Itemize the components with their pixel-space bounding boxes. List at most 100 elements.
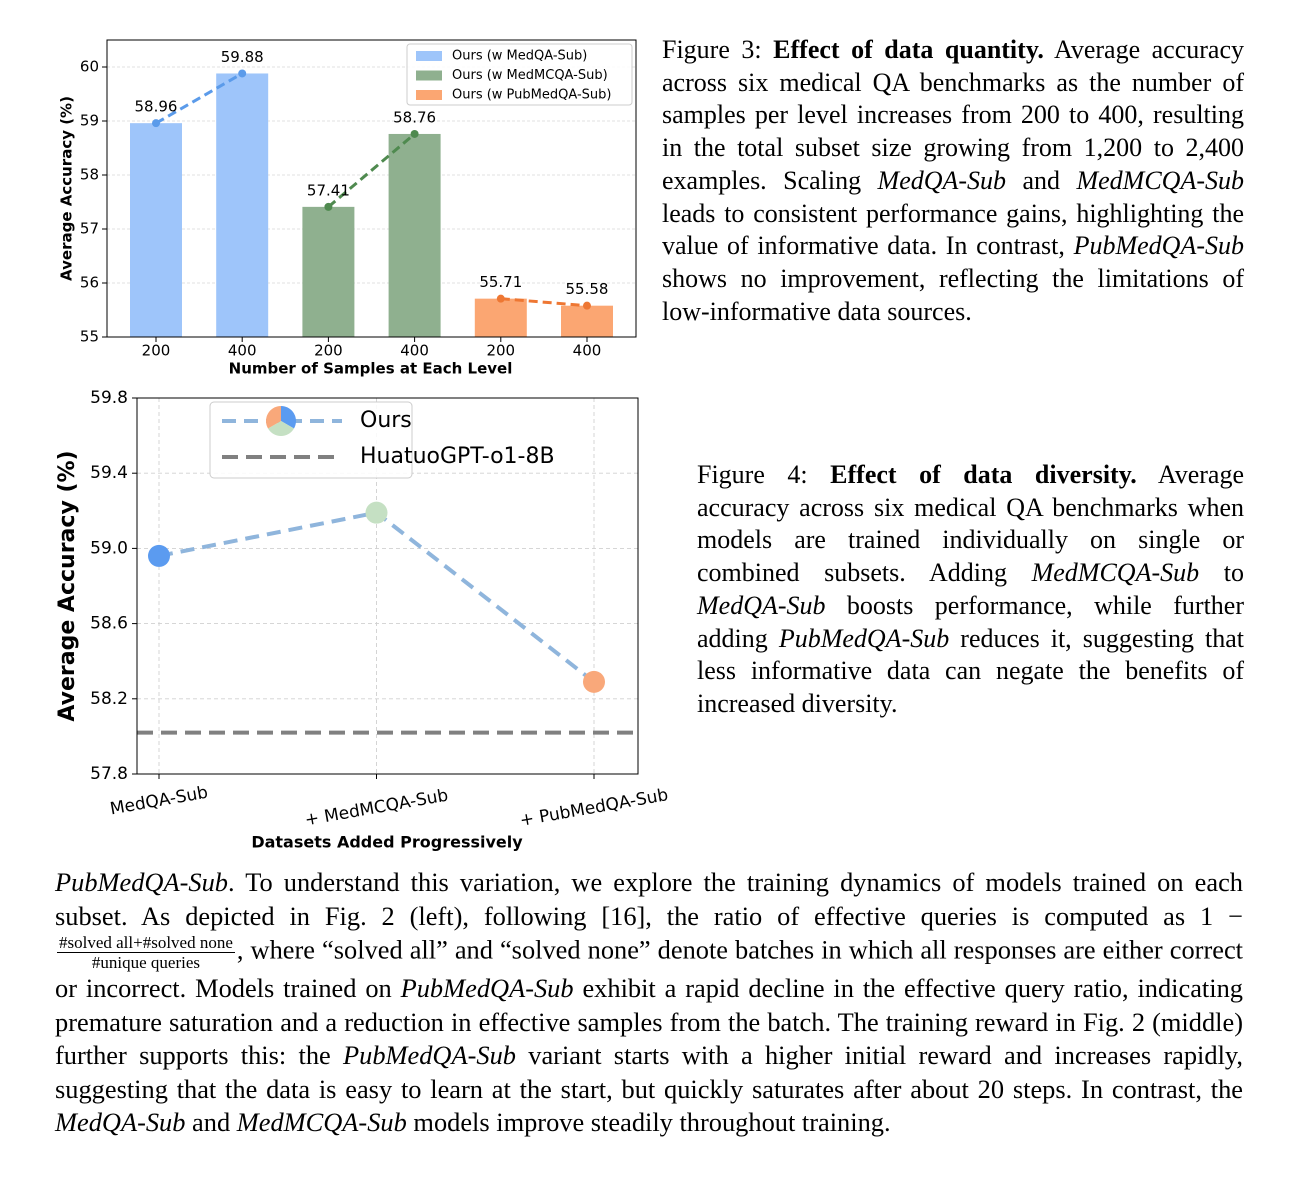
x-tick-label: 200: [314, 342, 343, 360]
legend-label: HuatuoGPT-o1-8B: [360, 444, 555, 469]
bar: [130, 123, 182, 337]
value-label: 58.76: [393, 108, 436, 126]
text-run: Figure 3:: [662, 35, 774, 64]
figure-4-caption: Figure 4: Effect of data diversity. Aver…: [697, 459, 1244, 721]
text-run: PubMedQA-Sub: [400, 973, 574, 1003]
point: [148, 544, 170, 567]
text-run: MedQA-Sub: [55, 1107, 186, 1137]
fraction: #solved all+#solved none #unique queries: [57, 933, 235, 972]
y-tick-label: 59.8: [90, 388, 128, 408]
text-run: models improve steadily throughout train…: [406, 1107, 891, 1137]
text-run: MedMCQA-Sub: [1076, 165, 1244, 195]
legend-marker: [265, 406, 281, 429]
value-label: 59.88: [221, 48, 264, 66]
legend-label: Ours (w PubMedQA-Sub): [452, 88, 611, 103]
point: [583, 670, 605, 693]
x-tick-label: MedQA-Sub: [108, 783, 209, 820]
y-axis-label: Average Accuracy (%): [55, 450, 80, 721]
bar: [474, 298, 527, 337]
value-label: 58.96: [135, 98, 178, 116]
legend-box: [406, 43, 633, 106]
trend-point: [238, 69, 247, 78]
x-tick-label: 400: [400, 342, 429, 360]
text-run: to: [1199, 558, 1244, 588]
text-run: PubMedQA-Sub: [1073, 231, 1244, 261]
text-run: Effect of data diversity.: [830, 460, 1137, 489]
y-tick-label: 59.0: [90, 538, 128, 558]
legend-swatch: [416, 51, 442, 61]
y-tick-label: 57: [80, 220, 99, 238]
trend-line: [327, 132, 416, 209]
legend-marker: [281, 406, 297, 429]
text-run: PubMedQA-Sub: [778, 623, 950, 653]
legend: Ours HuatuoGPT-o1-8B: [209, 401, 555, 479]
point: [365, 501, 388, 524]
trend-point: [496, 294, 505, 303]
legend-label: Ours (w MedMCQA-Sub): [452, 68, 608, 83]
fraction-den: #unique queries: [91, 953, 200, 972]
x-tick-label: 400: [573, 342, 602, 360]
y-tick-label: 55: [80, 328, 99, 346]
figures: 55 56 57 58 59 60 200 400 200 400 200 400 58.96 59.88…: [55, 39, 670, 852]
text-run: MedQA-Sub: [697, 590, 826, 620]
y-tick-label: 57.8: [90, 764, 128, 784]
text-run: PubMedQA-Sub: [343, 1040, 516, 1070]
y-tick-label: 59: [80, 112, 99, 130]
legend-swatch: [416, 90, 442, 100]
x-tick-label: 400: [228, 342, 257, 360]
text-run: MedQA-Sub: [877, 165, 1007, 195]
body-paragraph: PubMedQA-Sub. To understand this variati…: [55, 866, 1243, 1140]
trend-point: [152, 119, 160, 128]
trend-point: [410, 129, 419, 138]
legend-label: Ours: [360, 408, 412, 433]
text-run: exhibit a rapid decline in the effective…: [55, 973, 1243, 1070]
value-label: 55.71: [479, 273, 522, 291]
trend-line: [500, 297, 588, 308]
text-run: . To understand this variation, we explo…: [55, 867, 1243, 931]
y-tick-label: 58.6: [90, 614, 128, 634]
text-run: , where “solved all” and “solved none” d…: [55, 934, 1243, 1003]
text-run: PubMedQA-Sub: [55, 867, 228, 897]
value-label: 55.58: [566, 280, 609, 298]
text-run: and: [185, 1107, 237, 1137]
text-run: leads to consistent performance gains, h…: [662, 198, 1244, 261]
y-axis-label: Average Accuracy (%): [58, 96, 76, 281]
trend-point: [324, 202, 333, 211]
bar: [388, 133, 441, 337]
text-run: boosts performance, while further adding: [697, 590, 1244, 653]
axes-frame: [106, 39, 637, 338]
text-run: Average accuracy across six medical QA b…: [697, 460, 1244, 588]
text-run: Effect of data quantity.: [773, 35, 1044, 64]
text-run: reduces it, suggesting that less informa…: [697, 623, 1245, 718]
trend-line: [155, 72, 243, 125]
x-tick-label: + MedMCQA-Sub: [303, 786, 450, 831]
y-tick-label: 59.4: [90, 463, 128, 483]
text-run: and: [1006, 165, 1077, 195]
x-axis-label: Datasets Added Progressively: [251, 833, 523, 852]
value-label: 57.41: [307, 181, 350, 199]
trend-point: [583, 301, 591, 310]
x-tick-label: 200: [486, 342, 515, 360]
y-tick-label: 58: [80, 166, 99, 184]
bar: [561, 305, 613, 337]
figure-3-caption: Figure 3: Effect of data quantity. Avera…: [662, 34, 1244, 328]
text-run: Figure 4:: [697, 460, 831, 489]
text-run: MedMCQA-Sub: [1031, 558, 1200, 588]
bar: [216, 73, 269, 337]
y-tick-label: 56: [80, 274, 99, 292]
text-run: MedMCQA-Sub: [236, 1107, 407, 1137]
text-run: Average accuracy across six medical QA b…: [662, 35, 1244, 195]
y-tick-label: 60: [80, 58, 99, 76]
x-tick-label: 200: [142, 342, 171, 360]
fraction-num: #solved all+#solved none: [57, 933, 235, 953]
x-tick-label: + PubMedQA-Sub: [518, 785, 669, 831]
legend: Ours (w MedQA-Sub) Ours (w MedMCQA-Sub) Ou…: [406, 43, 633, 106]
legend-marker: [268, 421, 294, 436]
bar: [302, 206, 355, 337]
legend-swatch: [416, 70, 442, 81]
legend-label: Ours (w MedQA-Sub): [452, 49, 587, 64]
y-tick-label: 58.2: [90, 689, 128, 709]
x-axis-label: Number of Samples at Each Level: [229, 360, 513, 378]
text-run: variant starts with a higher initial rew…: [55, 1040, 1243, 1104]
